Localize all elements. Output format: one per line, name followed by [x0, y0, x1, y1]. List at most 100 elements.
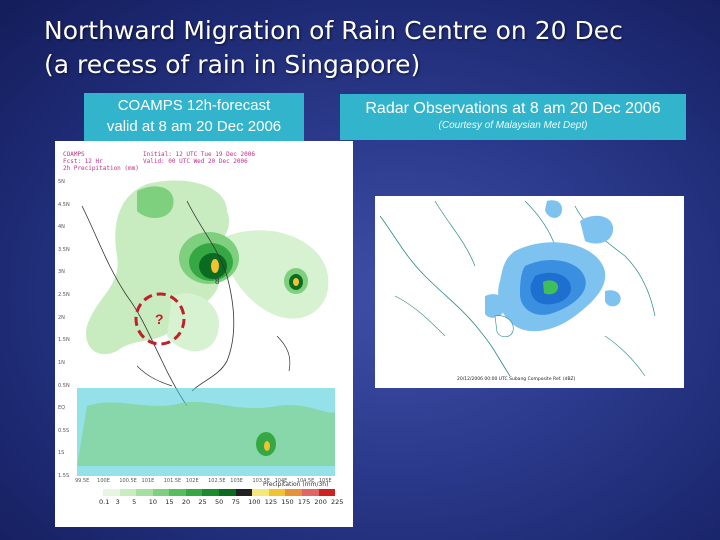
- island-outlines: [136, 335, 291, 387]
- latitude-tick: 1.5S: [58, 473, 70, 479]
- longitude-tick: 101E: [141, 478, 155, 484]
- east-coastline: [186, 200, 235, 392]
- latitude-tick: 3.5N: [58, 246, 70, 253]
- forecast-map-panel: COAMPS Fcst: 12 Hr 2h Precipitation (mm)…: [55, 141, 353, 527]
- colorbar-swatch: [103, 489, 120, 496]
- longitude-tick: 99.5E: [75, 478, 90, 484]
- latitude-tick: 2N: [58, 314, 65, 321]
- map-point-label: 8: [215, 277, 220, 286]
- forecast-header-field: 2h Precipitation (mm): [63, 165, 139, 172]
- slide-title: Northward Migration of Rain Centre on 20…: [44, 14, 623, 82]
- colorbar-label: 20: [181, 498, 191, 506]
- forecast-map-graphic: ? 8: [77, 176, 335, 476]
- colorbar-label: 5: [132, 498, 137, 506]
- forecast-initial-time: Initial: 12 UTC Tue 19 Dec 2006: [143, 151, 255, 158]
- colorbar-label: 50: [215, 498, 224, 506]
- colorbar-swatch: [301, 489, 319, 496]
- longitude-tick: 105E: [319, 478, 332, 484]
- latitude-tick: 1S: [58, 450, 65, 457]
- colorbar-label: 3: [115, 498, 120, 506]
- colorbar-swatch: [235, 489, 253, 496]
- colorbar-swatch: [169, 489, 186, 496]
- forecast-run-info: Initial: 12 UTC Tue 19 Dec 2006 Valid: 0…: [143, 151, 255, 165]
- latitude-tick: EQ: [58, 405, 66, 412]
- longitude-tick: 102.5E: [208, 478, 226, 484]
- precip-area-east: [227, 230, 329, 319]
- radar-island-outlines: [394, 295, 646, 377]
- forecast-caption: COAMPS 12h-forecast valid at 8 am 20 Dec…: [84, 93, 304, 141]
- southern-cell-peak: [264, 441, 270, 451]
- colorbar-swatch: [136, 489, 153, 496]
- colorbar-swatch: [252, 489, 269, 496]
- colorbar-swatch: [152, 489, 170, 496]
- radar-west-coast: [379, 215, 511, 377]
- title-line-1: Northward Migration of Rain Centre on 20…: [44, 16, 623, 45]
- colorbar-label: 15: [165, 498, 174, 506]
- longitude-tick: 104.5E: [296, 478, 315, 484]
- latitude-tick: 5N: [58, 179, 65, 185]
- forecast-caption-line-2: valid at 8 am 20 Dec 2006: [106, 118, 282, 135]
- colorbar-label: 100: [248, 498, 261, 506]
- latitude-tick: 0.5S: [58, 427, 70, 434]
- longitude-tick: 103E: [230, 478, 243, 484]
- radar-caption: Radar Observations at 8 am 20 Dec 2006 (…: [340, 94, 686, 140]
- radar-timestamp: 20/12/2006 00:00 UTC Subang Composite Re…: [457, 377, 576, 382]
- forecast-valid-time: Valid: 00 UTC Wed 20 Dec 2006: [143, 158, 248, 165]
- colorbar-labels: 0.1 3 5 10 15 20 25 50 75 100 125 150 175 200 225: [97, 498, 344, 508]
- latitude-tick: 1.5N: [58, 337, 70, 344]
- latitude-tick: 2.5N: [58, 292, 70, 299]
- longitude-tick: 103.5E: [252, 478, 270, 484]
- precip-band-north: [137, 186, 174, 218]
- title-line-2: (a recess of rain in Singapore): [44, 50, 421, 79]
- forecast-header-model: COAMPS: [63, 151, 85, 158]
- precip-colorbar: [103, 489, 336, 496]
- latitude-tick: 1N: [58, 359, 65, 366]
- east-cell-peak: [293, 278, 299, 286]
- longitude-tick: 100.5E: [119, 478, 137, 484]
- colorbar-swatch: [285, 489, 302, 496]
- radar-caption-credit: (Courtesy of Malaysian Met Dept): [438, 120, 588, 131]
- colorbar-swatch: [219, 489, 236, 496]
- longitude-tick: 101.5E: [163, 478, 182, 484]
- latitude-tick: 4.5N: [58, 201, 70, 208]
- colorbar-label: 25: [198, 498, 207, 506]
- colorbar-label: 75: [231, 498, 240, 506]
- forecast-precip-map: ? 8: [77, 176, 335, 476]
- radar-echo-north: [580, 215, 614, 244]
- colorbar-swatch: [202, 489, 220, 496]
- radar-echo-far-north: [545, 200, 563, 218]
- colorbar-label: 175: [297, 498, 311, 506]
- radar-echo-southwest: [485, 294, 506, 318]
- radar-caption-title: Radar Observations at 8 am 20 Dec 2006: [365, 100, 661, 117]
- colorbar-label: 0.1: [99, 498, 110, 506]
- west-coastline: [81, 205, 188, 407]
- colorbar-swatch: [119, 489, 137, 496]
- longitude-tick: 104E: [274, 478, 288, 484]
- colorbar-title: Precipitation (mm/3h): [263, 481, 329, 488]
- radar-clear-patch: [494, 315, 514, 338]
- colorbar-label: 150: [281, 498, 294, 506]
- radar-echo-core: [543, 280, 559, 295]
- latitude-tick: 0.5N: [58, 382, 70, 389]
- forecast-header-fcst: Fcst: 12 Hr: [63, 158, 103, 165]
- colorbar-swatch: [185, 489, 203, 496]
- latitude-tick: 4N: [58, 224, 65, 231]
- radar-image-panel: 20/12/2006 00:00 UTC Subang Composite Re…: [375, 196, 684, 388]
- colorbar-label: 10: [148, 498, 157, 506]
- latitude-tick: 3N: [58, 269, 65, 276]
- longitude-tick: 100E: [97, 478, 110, 484]
- colorbar-label: 225: [331, 498, 344, 506]
- longitude-tick: 102E: [185, 478, 199, 484]
- colorbar-swatch: [268, 489, 286, 496]
- forecast-caption-line-1: COAMPS 12h-forecast: [117, 97, 271, 114]
- colorbar-label: 200: [314, 498, 327, 506]
- rain-cell-peak: [211, 259, 219, 273]
- southern-precip-area: [77, 401, 335, 466]
- singapore-marker-label: ?: [155, 311, 164, 327]
- colorbar-swatch: [318, 489, 336, 496]
- radar-echo-east: [605, 290, 621, 307]
- forecast-map-header: COAMPS Fcst: 12 Hr 2h Precipitation (mm): [63, 151, 139, 172]
- radar-map-graphic: [375, 196, 684, 388]
- singapore-marker-circle: [134, 292, 186, 346]
- colorbar-label: 125: [264, 498, 278, 506]
